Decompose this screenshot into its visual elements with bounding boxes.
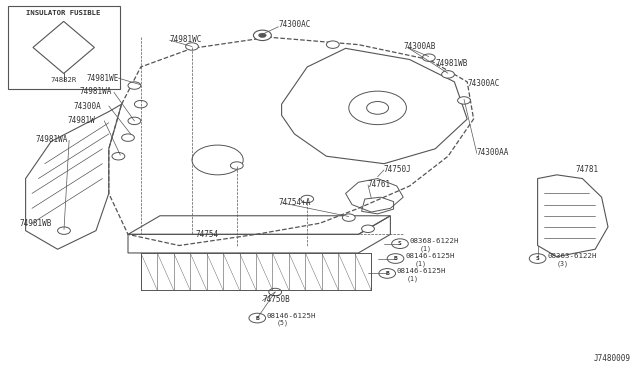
Text: 74981WB: 74981WB: [435, 59, 468, 68]
Text: (1): (1): [406, 275, 419, 282]
Circle shape: [253, 30, 271, 41]
Circle shape: [362, 225, 374, 232]
Circle shape: [259, 33, 266, 38]
Circle shape: [58, 227, 70, 234]
Text: 74981WA: 74981WA: [80, 87, 113, 96]
Circle shape: [128, 117, 141, 125]
Text: 08146-6125H: 08146-6125H: [267, 313, 316, 319]
Text: 74754: 74754: [195, 230, 218, 239]
Text: 74750J: 74750J: [384, 165, 412, 174]
Circle shape: [122, 134, 134, 141]
Text: J7480009: J7480009: [593, 354, 630, 363]
Text: (5): (5): [276, 320, 289, 326]
Text: 74981W: 74981W: [67, 116, 95, 125]
Text: INSULATOR FUSIBLE: INSULATOR FUSIBLE: [26, 10, 101, 16]
Circle shape: [529, 254, 546, 263]
Text: B: B: [255, 315, 259, 321]
Text: (1): (1): [419, 245, 431, 252]
Circle shape: [249, 313, 266, 323]
Circle shape: [128, 82, 141, 89]
Text: 74981WE: 74981WE: [86, 74, 119, 83]
Circle shape: [230, 162, 243, 169]
Circle shape: [442, 71, 454, 78]
Text: 74754+A: 74754+A: [278, 198, 311, 207]
Circle shape: [387, 254, 404, 263]
Text: 74781: 74781: [576, 165, 599, 174]
Circle shape: [379, 269, 396, 278]
Circle shape: [112, 153, 125, 160]
Text: 74750B: 74750B: [262, 295, 290, 304]
Text: B: B: [385, 271, 389, 276]
Text: 08363-6122H: 08363-6122H: [547, 253, 596, 259]
Circle shape: [186, 43, 198, 50]
Text: 74300AC: 74300AC: [467, 79, 500, 88]
Text: S: S: [536, 256, 540, 261]
Text: 08146-6125H: 08146-6125H: [405, 253, 454, 259]
Text: 08146-6125H: 08146-6125H: [397, 268, 446, 274]
Text: 74981WA: 74981WA: [35, 135, 68, 144]
Circle shape: [342, 214, 355, 221]
Circle shape: [134, 100, 147, 108]
Text: 74300AB: 74300AB: [403, 42, 436, 51]
Circle shape: [422, 54, 435, 61]
Text: S: S: [398, 241, 402, 246]
Text: 74882R: 74882R: [51, 77, 77, 83]
Circle shape: [392, 239, 408, 248]
Text: (1): (1): [415, 260, 427, 267]
Text: (3): (3): [557, 260, 569, 267]
Text: 74300A: 74300A: [74, 102, 101, 110]
Circle shape: [269, 288, 282, 296]
Circle shape: [458, 97, 470, 104]
Text: 74300AC: 74300AC: [278, 20, 311, 29]
Text: 74981WB: 74981WB: [19, 219, 52, 228]
Circle shape: [301, 195, 314, 203]
Text: 74981WC: 74981WC: [170, 35, 202, 44]
Text: 74300AA: 74300AA: [477, 148, 509, 157]
Text: 08368-6122H: 08368-6122H: [410, 238, 459, 244]
Text: B: B: [394, 256, 397, 261]
Circle shape: [326, 41, 339, 48]
Bar: [8, 6, 120, 89]
Text: 74761: 74761: [368, 180, 391, 189]
Circle shape: [256, 32, 269, 39]
